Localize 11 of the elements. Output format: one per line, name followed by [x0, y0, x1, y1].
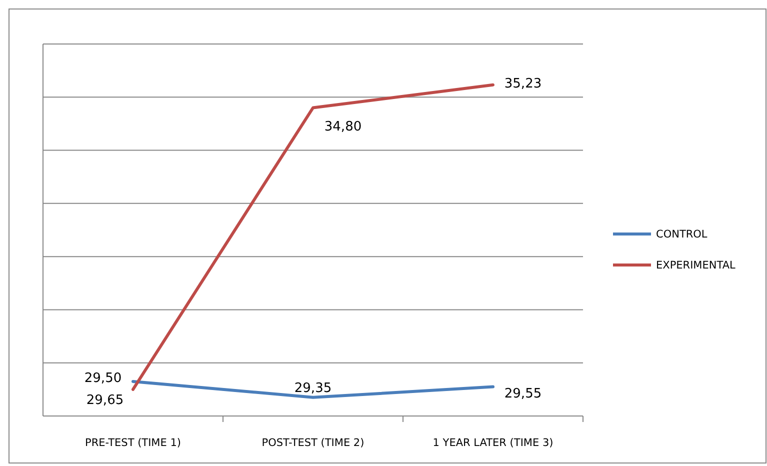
data-label: 29,35: [294, 380, 332, 396]
data-label: 29,65: [86, 393, 124, 408]
data-label: 35,23: [504, 76, 542, 92]
legend-label: EXPERIMENTAL: [656, 260, 736, 272]
x-tick-label: PRE-TEST (TIME 1): [85, 437, 181, 449]
x-tick-label: 1 YEAR LATER (TIME 3): [432, 437, 554, 449]
data-label: 29,55: [504, 386, 542, 402]
data-label: 29,50: [84, 370, 122, 386]
legend-label: CONTROL: [656, 228, 708, 241]
data-label: 34,80: [324, 119, 362, 134]
x-tick-label: POST-TEST (TIME 2): [262, 437, 364, 449]
